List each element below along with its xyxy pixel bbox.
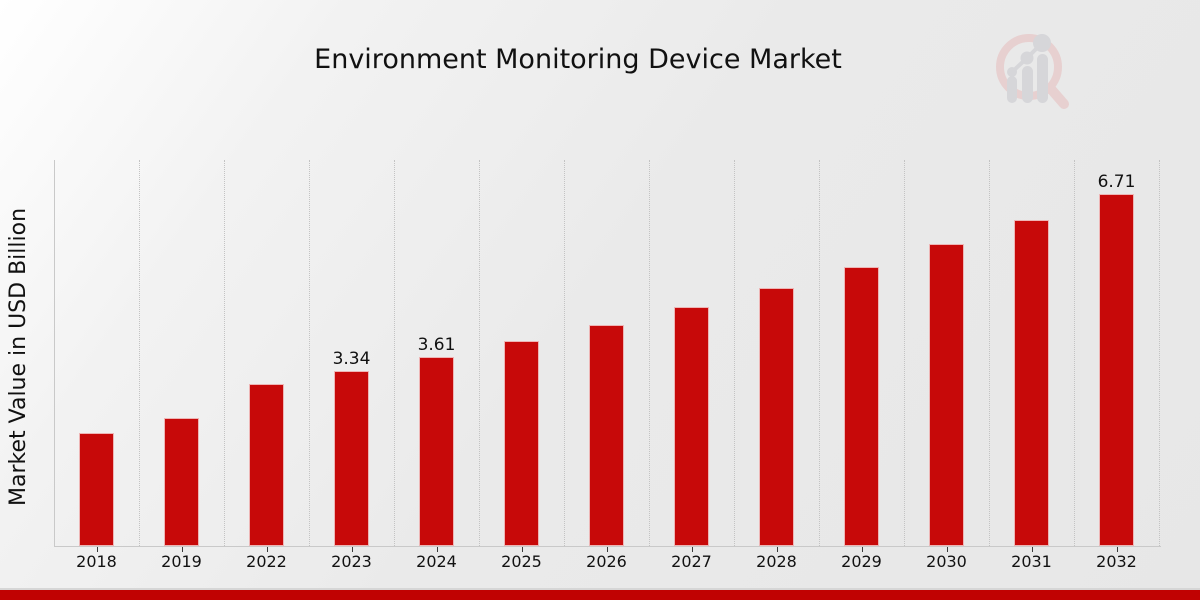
x-tick-label-2026: 2026 <box>586 552 627 571</box>
bar-2018 <box>79 433 114 546</box>
gridline <box>1074 160 1075 546</box>
x-tick-label-2019: 2019 <box>161 552 202 571</box>
bar-2029 <box>844 267 879 546</box>
bar-2030 <box>929 244 964 546</box>
bar-2023 <box>334 371 369 546</box>
bar-value-label: 6.71 <box>1097 172 1136 192</box>
x-tick-label-2018: 2018 <box>76 552 117 571</box>
x-tick-label-2028: 2028 <box>756 552 797 571</box>
x-tick-label-2027: 2027 <box>671 552 712 571</box>
bar-2024 <box>419 357 454 546</box>
bar-2027 <box>674 307 709 546</box>
bar-2032 <box>1099 194 1134 546</box>
gridline <box>904 160 905 546</box>
bar-2031 <box>1014 220 1049 546</box>
gridline <box>1159 160 1160 546</box>
x-axis-tick <box>691 547 693 552</box>
gridline <box>479 160 480 546</box>
x-tick-label-2029: 2029 <box>841 552 882 571</box>
x-axis-tick <box>861 547 863 552</box>
x-tick-label-2030: 2030 <box>926 552 967 571</box>
x-axis-tick <box>1031 547 1033 552</box>
y-axis-line <box>54 160 55 546</box>
gridline <box>139 160 140 546</box>
gridline <box>989 160 990 546</box>
x-tick-label-2032: 2032 <box>1096 552 1137 571</box>
x-axis-tick <box>266 547 268 552</box>
x-axis-tick <box>436 547 438 552</box>
x-tick-label-2024: 2024 <box>416 552 457 571</box>
gridline <box>649 160 650 546</box>
footer-accent-bar <box>0 588 1200 600</box>
x-axis-tick <box>1116 547 1118 552</box>
gridline <box>309 160 310 546</box>
x-tick-label-2022: 2022 <box>246 552 287 571</box>
chart-title: Environment Monitoring Device Market <box>314 44 842 75</box>
x-axis-line <box>54 546 1161 547</box>
x-tick-label-2025: 2025 <box>501 552 542 571</box>
x-tick-label-2023: 2023 <box>331 552 372 571</box>
gridline <box>224 160 225 546</box>
bar-2025 <box>504 341 539 546</box>
x-tick-label-2031: 2031 <box>1011 552 1052 571</box>
bar-2022 <box>249 384 284 546</box>
x-axis-tick <box>181 547 183 552</box>
x-axis-tick <box>606 547 608 552</box>
x-axis-tick <box>351 547 353 552</box>
x-axis-tick <box>946 547 948 552</box>
gridline <box>819 160 820 546</box>
bar-2028 <box>759 288 794 546</box>
bar-2019 <box>164 418 199 546</box>
magnifier-chart-logo-icon <box>996 34 1069 109</box>
x-axis-tick <box>96 547 98 552</box>
gridline <box>734 160 735 546</box>
bar-value-label: 3.34 <box>332 349 371 369</box>
gridline <box>394 160 395 546</box>
gridline <box>564 160 565 546</box>
bar-value-label: 3.61 <box>417 335 456 355</box>
bar-2026 <box>589 325 624 546</box>
x-axis-tick <box>776 547 778 552</box>
x-axis-tick <box>521 547 523 552</box>
